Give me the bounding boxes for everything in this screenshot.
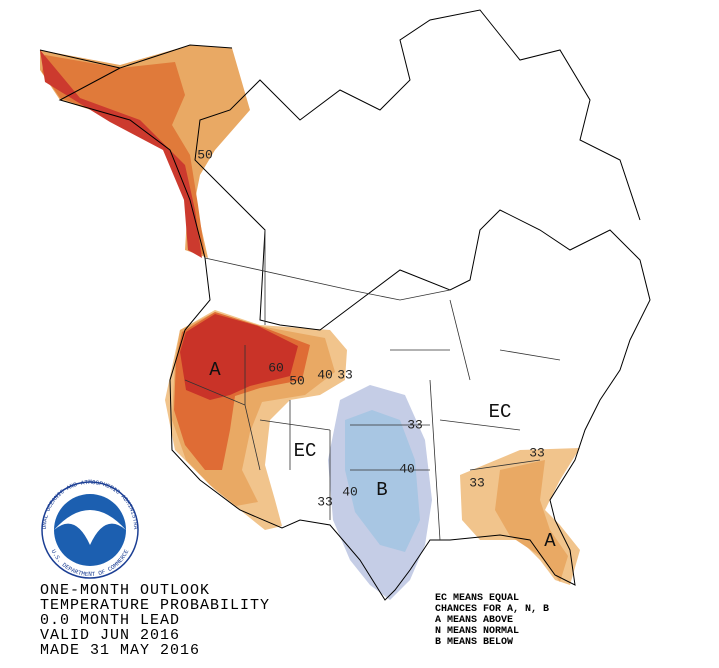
shade-above-40	[495, 460, 568, 582]
shade-above-50	[40, 50, 202, 258]
contour-label: EC	[294, 440, 317, 462]
title-line: 0.0 MONTH LEAD	[40, 612, 180, 629]
contour-label: 33	[469, 475, 485, 490]
title-line: VALID JUN 2016	[40, 627, 180, 644]
title-line: MADE 31 MAY 2016	[40, 642, 200, 659]
shade-below-40	[345, 410, 420, 552]
contour-label: B	[376, 479, 387, 501]
title-line: TEMPERATURE PROBABILITY	[40, 597, 270, 614]
legend-line: N MEANS NORMAL	[435, 626, 519, 637]
contour-label: 40	[317, 367, 333, 382]
contour-label: 40	[342, 484, 358, 499]
logo-acronym: NOAA	[75, 516, 104, 527]
title-line: ONE-MONTH OUTLOOK	[40, 582, 210, 599]
contour-label: 33	[317, 494, 333, 509]
contour-label: 33	[337, 367, 353, 382]
contour-label: 50	[197, 147, 213, 162]
legend-line: CHANCES FOR A, N, B	[435, 604, 549, 615]
logo-bird	[54, 510, 126, 545]
legend-line: B MEANS BELOW	[435, 637, 513, 648]
legend-line: A MEANS ABOVE	[435, 615, 513, 626]
shade-above-60	[180, 314, 298, 400]
contour-label: A	[544, 530, 556, 552]
coastline	[39, 9, 651, 601]
contour-label: A	[209, 359, 221, 381]
contour-label: 33	[407, 417, 423, 432]
map-labels: 50 A 60 50 40 33 EC 33 40 B 40 33 EC 33 33 A	[197, 147, 556, 552]
contour-label: 60	[268, 360, 284, 375]
border	[184, 230, 561, 541]
contour-label: 40	[399, 461, 415, 476]
contour-label: EC	[489, 401, 512, 423]
legend-line: EC MEANS EQUAL	[435, 593, 519, 604]
contour-label: 50	[289, 373, 305, 388]
contour-label: 33	[529, 445, 545, 460]
